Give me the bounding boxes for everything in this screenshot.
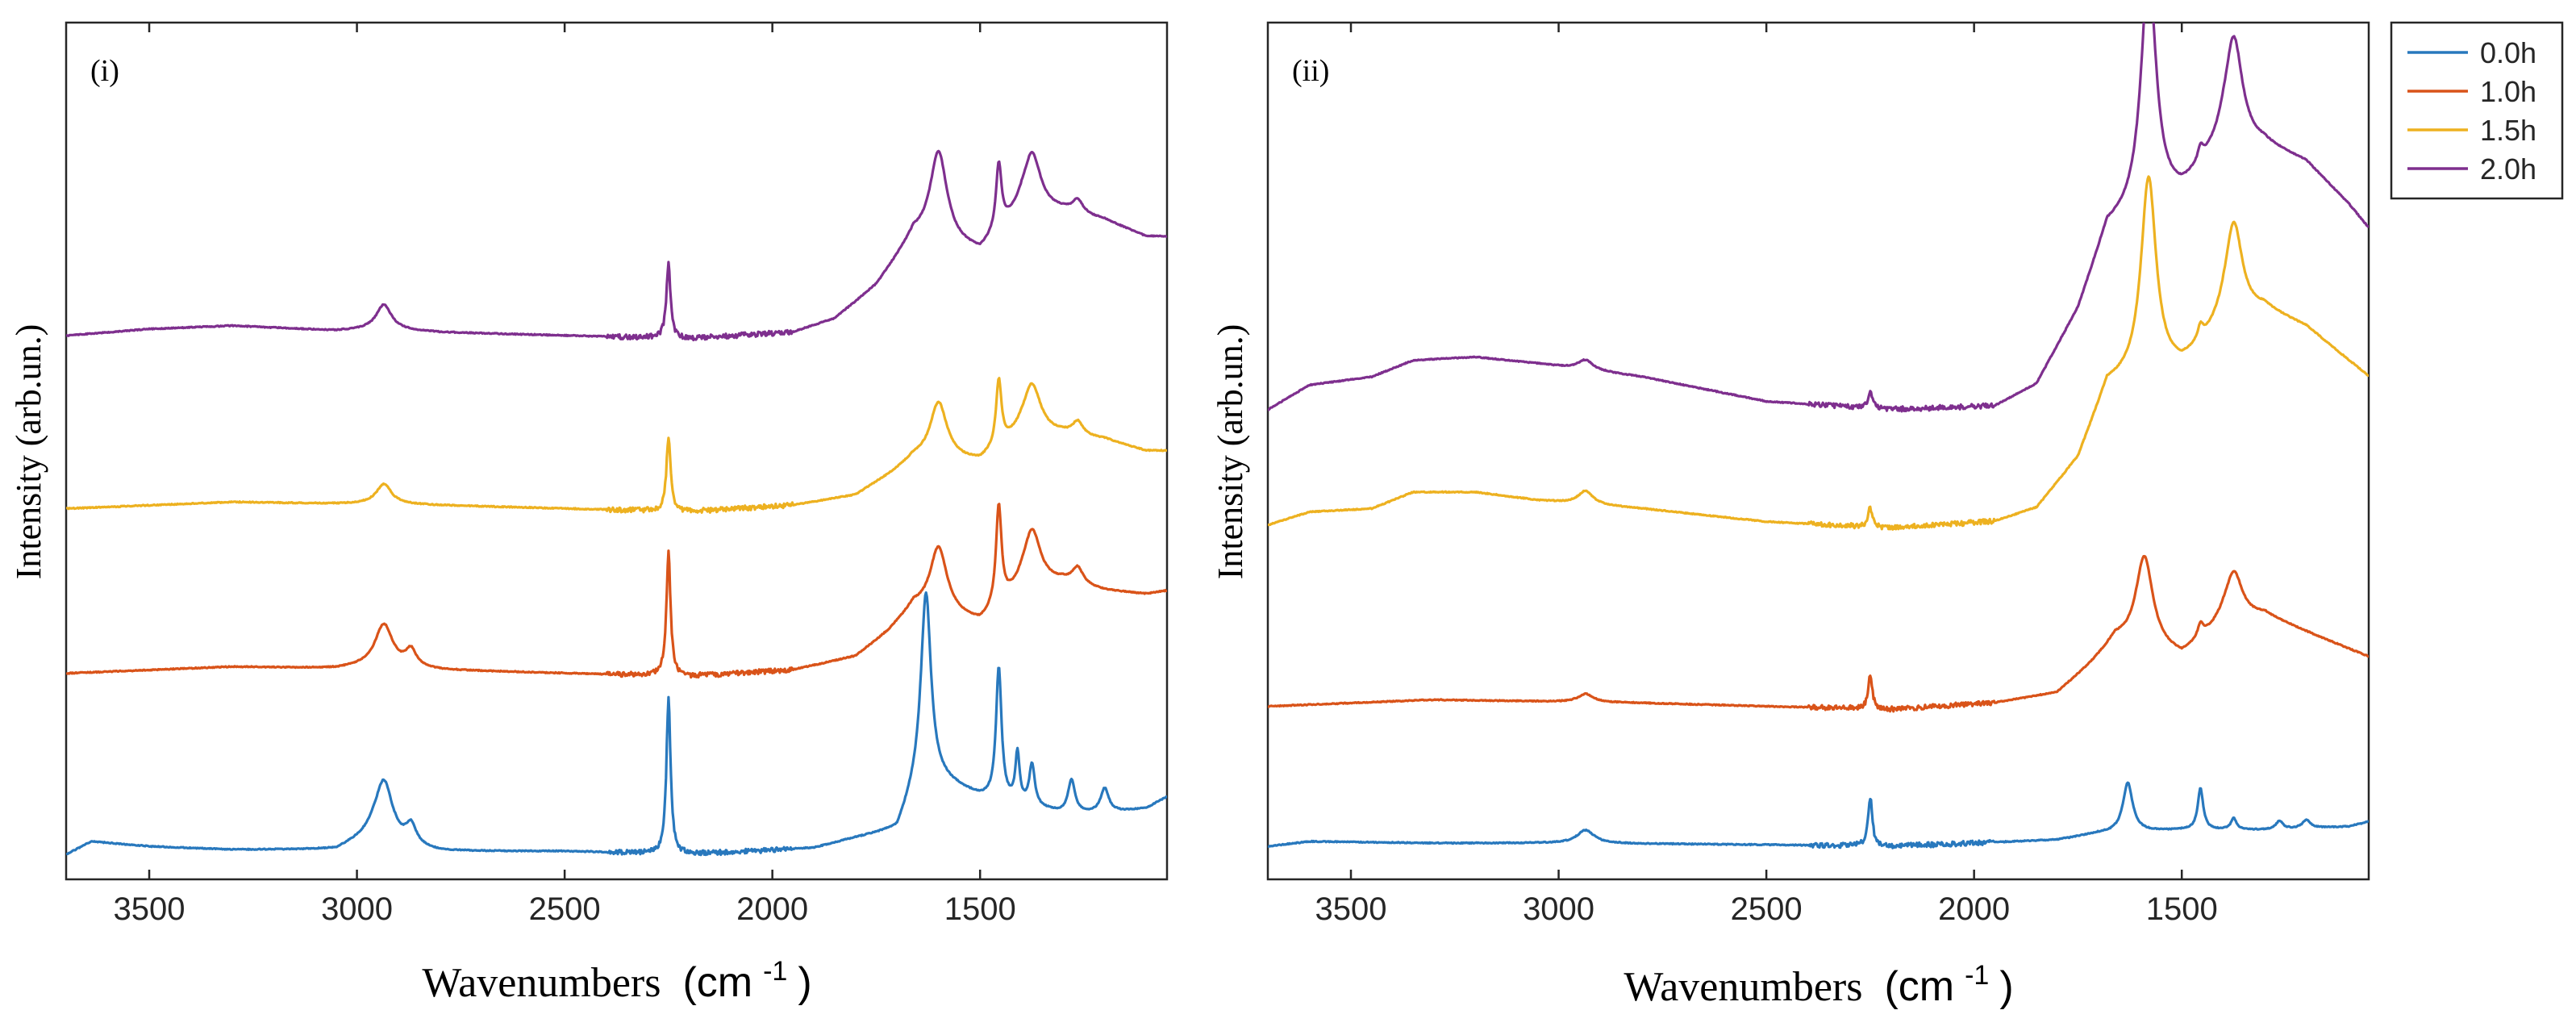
x-tick-label: 3500 — [114, 891, 185, 927]
series-line-1.0h — [66, 503, 1167, 679]
series-line-1.5h — [66, 377, 1167, 514]
x-axis-label-unit: (cm — [1884, 963, 1954, 1010]
legend-entry-label: 2.0h — [2480, 152, 2536, 186]
x-axis-label-unit-sup: -1 — [1965, 960, 1989, 991]
legend-entry-label: 0.0h — [2480, 36, 2536, 69]
series-group — [1268, 23, 2369, 849]
x-axis-label: Wavenumbers (cm -1 ) — [422, 944, 811, 1006]
x-tick-label: 3000 — [321, 891, 393, 927]
x-axis-label-title: Wavenumbers — [1624, 964, 1862, 1010]
series-group — [66, 149, 1167, 857]
series-line-0.0h — [66, 591, 1167, 857]
x-axis-label-unit-close: ) — [798, 959, 811, 1006]
series-line-1.5h — [1268, 175, 2369, 531]
x-axis-label-unit: (cm — [682, 959, 752, 1006]
chart-panel-ii: (ii) Intensity (arb.un.) Wavenumbers (cm… — [1211, 21, 2370, 1010]
panel-label: (ii) — [1292, 54, 1329, 88]
legend: 0.0h 1.0h 1.5h 2.0h — [2390, 21, 2564, 200]
series-line-1.0h — [1268, 554, 2369, 713]
x-tick-label: 2000 — [1938, 891, 2010, 927]
y-axis-label: Intensity (arb.un.) — [1211, 324, 1250, 579]
series-line-2.0h — [66, 149, 1167, 342]
x-tick-label: 1500 — [944, 891, 1016, 927]
x-tick-label: 3500 — [1315, 891, 1387, 927]
series-line-2.0h — [1268, 23, 2369, 413]
x-axis-ticks: 3500 3000 2500 2000 1500 — [114, 23, 1016, 927]
x-axis-label-title: Wavenumbers — [422, 960, 661, 1006]
x-tick-label: 2500 — [1731, 891, 1803, 927]
x-tick-label: 1500 — [2146, 891, 2218, 927]
chart-panel-i: (i) Intensity (arb.un.) Wavenumbers (cm … — [9, 21, 1169, 1006]
y-axis-label: Intensity (arb.un.) — [9, 324, 48, 579]
legend-entry-label: 1.5h — [2480, 114, 2536, 147]
legend-entries: 0.0h 1.0h 1.5h 2.0h — [2407, 36, 2536, 186]
x-tick-label: 2000 — [736, 891, 808, 927]
legend-entry-label: 1.0h — [2480, 75, 2536, 108]
x-tick-label: 2500 — [529, 891, 601, 927]
series-line-0.0h — [1268, 781, 2369, 849]
x-axis-label-unit-close: ) — [1999, 963, 2013, 1010]
plot-area-frame — [1266, 21, 2370, 881]
x-tick-label: 3000 — [1523, 891, 1594, 927]
x-axis-ticks: 3500 3000 2500 2000 1500 — [1315, 23, 2218, 927]
panel-label: (i) — [90, 54, 119, 88]
plot-area-frame — [65, 21, 1169, 881]
x-axis-label-unit-sup: -1 — [763, 956, 787, 987]
legend-box — [2390, 21, 2564, 200]
x-axis-label: Wavenumbers (cm -1 ) — [1624, 948, 2013, 1010]
